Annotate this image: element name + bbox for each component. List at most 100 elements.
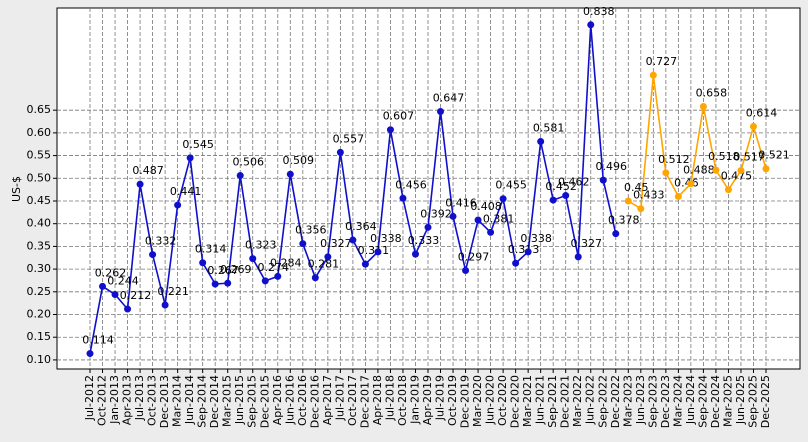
data-label: 0.244 [107,275,139,288]
x-tick-label: Dec-2019 [459,375,472,428]
point [462,266,470,274]
data-label: 0.284 [270,256,302,269]
data-label: 0.45 [624,181,649,194]
point [324,253,332,261]
point [361,260,369,268]
point [374,248,382,256]
x-tick-label: Dec-2017 [358,375,371,428]
point [99,282,107,290]
x-tick-label: Jun-2022 [584,375,597,425]
x-tick-label: Dec-2016 [308,375,321,428]
point [174,201,182,209]
x-tick-label: Jan-2019 [408,375,421,425]
data-label: 0.506 [232,156,264,169]
x-tick-label: Mar-2020 [471,375,484,427]
x-tick-label: Jul-2012 [83,375,96,421]
data-label: 0.46 [674,176,699,189]
point [662,169,670,177]
data-label: 0.314 [195,243,227,256]
point [274,272,282,280]
x-tick-label: Jul-2019 [434,375,447,421]
x-tick-label: Dec-2021 [559,375,572,428]
y-tick-label: 0.35 [27,239,52,252]
point [236,172,244,180]
point [399,194,407,202]
data-label: 0.212 [120,289,152,302]
x-tick-label: Sep-2021 [546,375,559,428]
x-tick-label: Oct-2020 [496,375,509,426]
point [111,291,119,299]
point [537,138,545,146]
x-tick-label: Jun-2020 [484,375,497,425]
x-tick-label: Jul-2018 [383,375,396,421]
point [86,350,94,358]
data-label: 0.364 [345,220,377,233]
data-label: 0.517 [733,151,765,164]
x-tick-label: Mar-2014 [171,375,184,427]
y-tick-label: 0.15 [27,330,52,343]
data-label: 0.416 [445,196,477,209]
data-label: 0.557 [333,132,365,145]
x-tick-label: Jun-2023 [634,375,647,425]
point [161,301,169,309]
point [336,148,344,156]
y-tick-label: 0.10 [27,353,52,366]
data-label: 0.356 [295,224,327,237]
point [424,223,432,231]
x-tick-label: Sep-2025 [746,375,759,428]
x-tick-label: Sep-2022 [596,375,609,428]
data-label: 0.509 [283,154,315,167]
data-label: 0.496 [596,160,628,173]
point [562,192,570,200]
data-label: 0.333 [408,234,440,247]
y-axis-label: US-$ [10,176,23,202]
data-label: 0.614 [746,107,778,120]
y-tick-label: 0.30 [27,262,52,275]
data-label: 0.378 [608,214,640,227]
x-tick-label: Apr-2018 [371,375,384,425]
data-label: 0.607 [383,110,415,123]
x-tick-label: Apr-2013 [121,375,134,425]
data-label: 0.262 [95,266,127,279]
point [311,274,319,282]
data-label: 0.381 [483,212,515,225]
point [136,180,144,188]
point [587,21,595,29]
data-label: 0.456 [395,178,427,191]
point [524,248,532,256]
x-tick-label: Oct-2013 [146,375,159,426]
x-tick-label: Mar-2023 [621,375,634,427]
x-tick-label: Oct-2017 [346,375,359,426]
point [737,167,745,175]
x-tick-label: Apr-2019 [421,375,434,425]
point [512,259,520,267]
x-tick-label: Dec-2020 [509,375,522,428]
data-label: 0.269 [220,263,252,276]
data-label: 0.647 [433,92,465,105]
point [224,279,232,287]
x-tick-label: Dec-2025 [759,375,772,428]
point [549,196,557,204]
y-tick-label: 0.40 [27,217,52,230]
line [627,75,767,211]
data-label: 0.487 [132,164,164,177]
x-tick-label: Apr-2017 [321,375,334,425]
data-label: 0.581 [533,122,565,135]
x-tick-label: Dec-2022 [609,375,622,428]
point [299,240,307,248]
data-label: 0.512 [658,153,690,166]
data-label: 0.392 [420,207,452,220]
data-label: 0.455 [495,179,527,192]
point [186,154,194,162]
x-tick-label: Mar-2022 [571,375,584,427]
data-label: 0.327 [320,237,352,250]
x-tick-label: Jun-2021 [534,375,547,425]
data-label: 0.323 [245,239,277,252]
x-tick-label: Dec-2023 [659,375,672,428]
point [199,259,207,267]
data-label: 0.727 [646,55,678,68]
data-label: 0.338 [520,232,552,245]
data-label: 0.408 [470,200,502,213]
data-label: 0.311 [358,244,390,257]
point [749,123,757,131]
